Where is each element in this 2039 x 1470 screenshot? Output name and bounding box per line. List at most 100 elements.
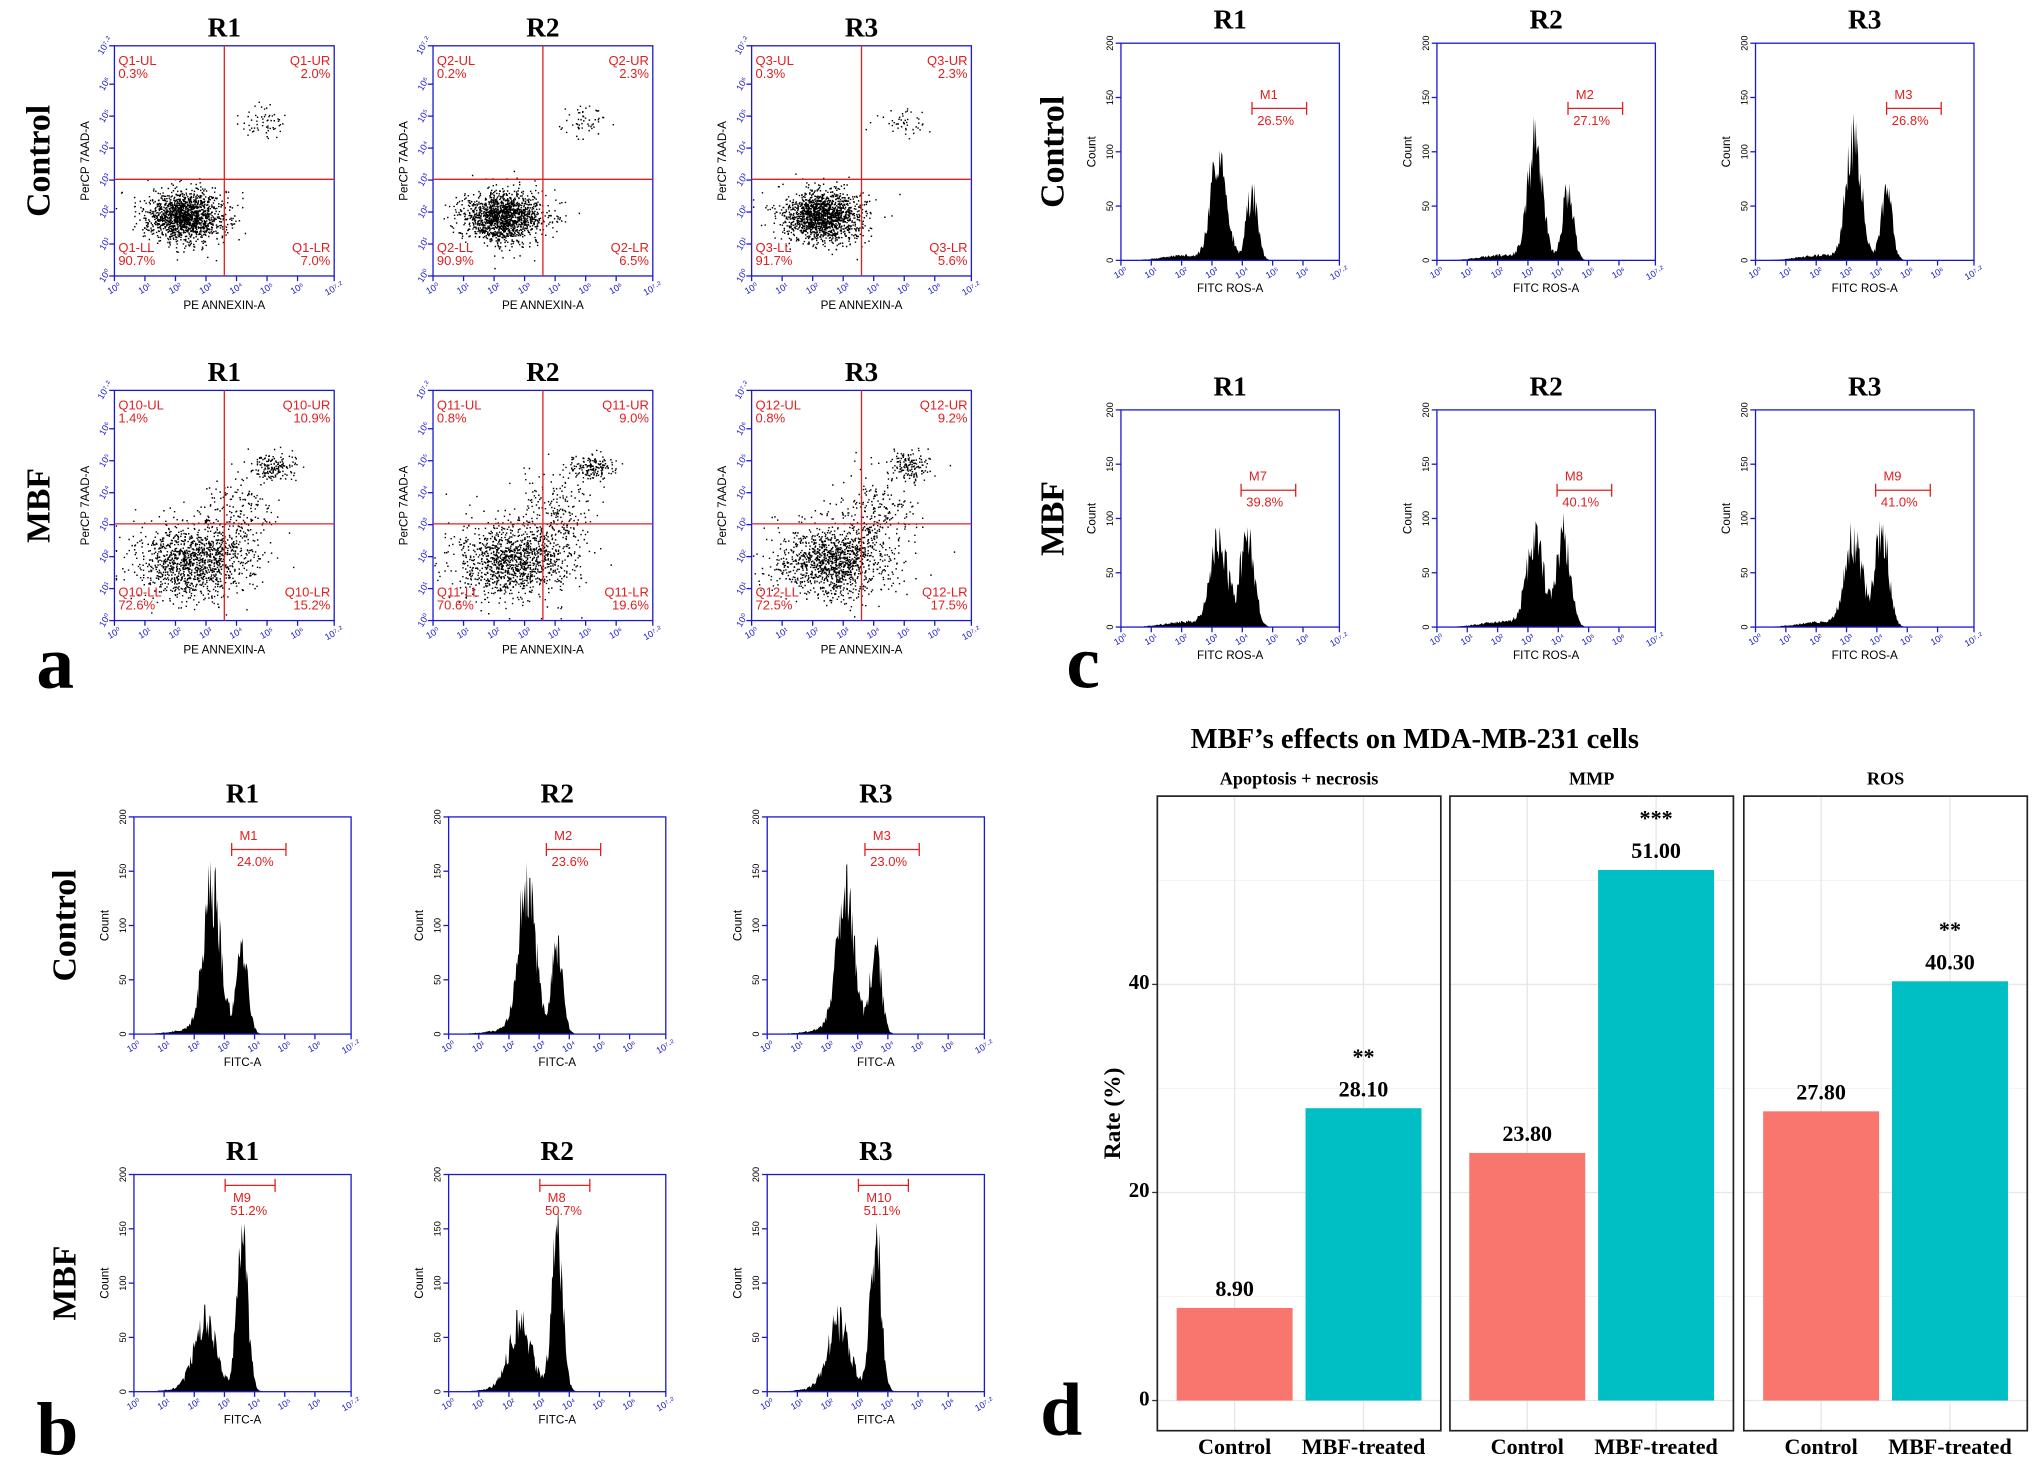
y-tick-label: 20 [1129,1179,1150,1202]
x-tick-label: 10⁴ [228,281,245,297]
y-tick-label: 200 [1105,36,1115,51]
y-tick-label: 10³ [97,516,112,532]
gate-percent: 41.0% [1881,495,1918,510]
x-tick-label: 10⁶ [1929,265,1946,281]
quadrant-percent: 91.7% [756,253,793,268]
x-tick-label: 10⁰ [1428,632,1445,648]
quadrant-percent: 9.0% [619,410,649,425]
x-tick-label: 10¹ [789,1039,805,1054]
row-label: MBF [20,468,57,543]
y-tick-label: 10⁰ [416,267,432,284]
x-tick-label: 10⁷·² [323,279,345,297]
x-tick-label: 10⁶ [926,625,943,641]
row-label: MBF [46,1246,83,1321]
quadrant-percent: 0.8% [437,410,467,425]
quadrant-percent: 2.0% [301,66,331,81]
gate-percent: 51.1% [864,1203,901,1218]
y-tick-label: 10³ [416,172,431,188]
quadrant-percent: 0.3% [118,66,148,81]
x-axis-label: FITC-A [538,1056,576,1069]
x-tick-label: 10⁶ [1294,265,1311,281]
x-axis-label: FITC ROS-A [1197,649,1263,662]
x-tick-label: 10² [1808,632,1824,647]
x-tick-label: 10⁰ [106,281,123,297]
x-tick-label: 10² [819,1039,835,1054]
x-tick-label: 10¹ [136,281,152,296]
facet-frame [1449,795,1735,1432]
y-axis-label: Count [1720,502,1733,534]
x-axis-label: PE ANNEXIN-A [821,299,903,312]
x-tick-label: 10⁴ [560,1396,577,1412]
quadrant-name: Q2-UL [437,53,475,68]
y-tick-label: 10² [416,204,431,220]
quadrant-name: Q12-UL [756,397,802,412]
y-axis-label: Count [732,1267,745,1299]
y-tick-label: 10¹ [416,580,431,596]
y-tick-label: 10² [734,204,749,220]
gate-percent: 27.1% [1573,113,1610,128]
x-tick-label: 10⁵ [276,1039,293,1055]
y-tick-label: 0 [1740,625,1750,630]
plot-title: R1 [208,12,241,42]
quadrant-percent: 2.3% [619,66,649,81]
y-tick-label: 100 [118,1276,128,1291]
y-tick-label: 10³ [416,516,431,532]
gate-marker [224,1178,276,1192]
value-label: 40.30 [1925,949,1975,974]
panel-letter: b [36,1389,78,1470]
gate-percent: 23.6% [552,854,589,869]
bar [1891,981,2008,1401]
y-tick-label: 200 [1105,402,1115,417]
x-axis-label: PE ANNEXIN-A [821,644,903,657]
y-axis-label: Rate (%) [1100,1068,1126,1160]
x-tick-label: 10⁷·² [642,279,664,297]
x-tick-label: 10¹ [789,1397,805,1412]
y-tick-label: 10⁵ [416,452,432,469]
gate-name: M7 [1249,469,1267,484]
histogram-shape [1755,520,1931,628]
x-tick-label: 10⁶ [1610,632,1627,648]
quadrant-percent: 0.3% [756,66,786,81]
x-tick-label: 10⁴ [865,625,882,641]
y-tick-label: 10³ [734,172,749,188]
x-tick-label: 10⁵ [258,625,275,641]
x-tick-label: 10¹ [470,1397,486,1412]
x-axis-label: FITC-A [538,1413,576,1426]
x-axis-label: FITC ROS-A [1832,649,1898,662]
bar [1469,1152,1586,1401]
plot-title: R2 [526,357,559,387]
x-tick-label: 10² [804,281,820,296]
y-tick-label: 100 [1740,144,1750,159]
y-tick-label: 10⁰ [734,267,750,284]
gate-name: M8 [548,1190,566,1205]
gate-name: M9 [233,1190,251,1205]
y-tick-label: 10² [97,204,112,220]
x-tick-label: 10⁵ [591,1039,608,1055]
histogram-shape [1436,512,1612,628]
x-axis-label: FITC-A [857,1413,895,1426]
y-tick-label: 200 [1421,36,1431,51]
scatter-dots [752,447,956,618]
scatter-dots [434,449,624,620]
significance-label: *** [1640,806,1673,831]
y-tick-label: 10⁵ [97,452,113,469]
x-tick-label: 10⁵ [276,1396,293,1412]
x-tick-label: 10⁴ [228,625,245,641]
x-tick-label: 10⁵ [577,625,594,641]
scatter-dots [115,446,305,616]
bar [1598,869,1715,1401]
x-tick-label: 10³ [1519,265,1535,280]
y-tick-label: 0 [118,1389,128,1394]
x-tick-label: 10⁴ [879,1039,896,1055]
y-tick-label: 200 [1421,402,1431,417]
gate-marker [545,842,602,857]
y-tick-label: 150 [1105,457,1115,472]
x-tick-label: 10² [500,1039,516,1054]
x-tick-label: 10³ [849,1039,865,1054]
x-tick-label: 10⁶ [621,1396,638,1412]
histogram-shape [133,860,308,1035]
plot-title: R3 [859,1136,892,1166]
y-tick-label: 100 [751,1276,761,1291]
x-tick-label: 10³ [1519,632,1535,647]
